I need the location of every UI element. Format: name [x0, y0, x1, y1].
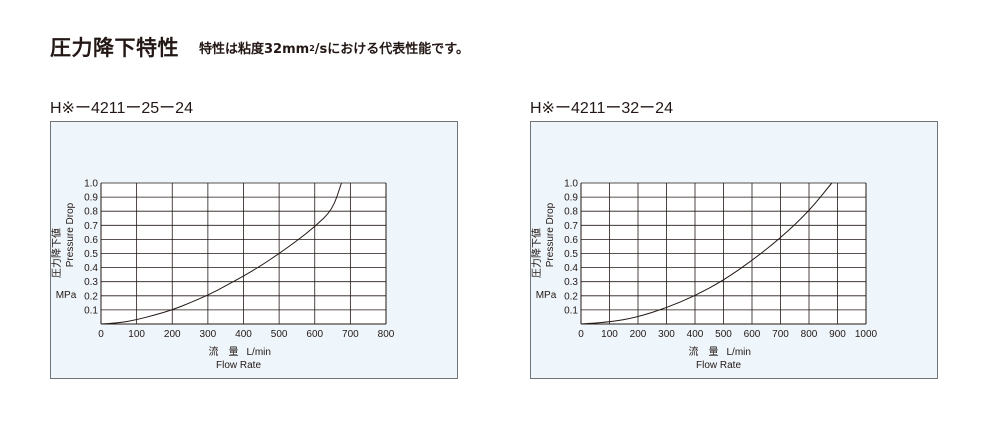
y-tick-label: 0.7 — [84, 221, 98, 232]
chart-2-svg: 0 100 200 300 400 500 600 700 800 900 1000 0.1 0.2 0.… — [530, 179, 878, 372]
y-axis-label-jp: 圧力降下値 — [530, 228, 543, 278]
page-title: 圧力降下特性 — [50, 36, 179, 60]
chart-2-model: H※ー4211ー32ー24 — [530, 100, 673, 117]
x-axis-label-jp: 流 量 — [209, 345, 239, 358]
y-tick-label: 0.5 — [84, 249, 98, 260]
x-tick-label: 200 — [164, 329, 181, 340]
y-axis-label-en: Pressure Drop — [65, 202, 76, 267]
series-line — [100, 182, 342, 325]
x-tick-label: 800 — [801, 329, 818, 340]
viscosity-note: 特性は粘度32mm2/sにおける代表性能です。 — [199, 41, 469, 59]
y-tick-label: 0.8 — [84, 207, 98, 218]
x-tick-label: 400 — [235, 329, 252, 340]
y-tick-label: 1.0 — [564, 179, 578, 190]
x-tick-label: 100 — [128, 329, 145, 340]
x-tick-label: 600 — [306, 329, 323, 340]
y-tick-label: 0.8 — [564, 207, 578, 218]
x-tick-label: 900 — [829, 329, 846, 340]
x-tick-label: 500 — [271, 329, 288, 340]
y-tick-label: 0.3 — [84, 277, 98, 288]
viscosity-note-sup: 2 — [309, 44, 315, 53]
series-line — [580, 182, 833, 325]
x-tick-label: 500 — [715, 329, 732, 340]
y-tick-label: 0.3 — [564, 277, 578, 288]
x-tick-label: 0 — [578, 329, 584, 340]
chart-1-model: H※ー4211ー25ー24 — [50, 100, 193, 117]
x-axis-unit: L/min — [247, 347, 271, 358]
y-tick-label: 0.2 — [84, 291, 98, 302]
y-tick-label: 0.6 — [84, 235, 98, 246]
y-tick-label: 0.5 — [564, 249, 578, 260]
y-axis-unit: MPa — [536, 290, 557, 301]
viscosity-note-tail: /sにおける代表性能です。 — [314, 42, 469, 57]
y-tick-label: 0.7 — [564, 221, 578, 232]
x-axis-label-en: Flow Rate — [696, 360, 741, 371]
y-tick-label: 0.6 — [564, 235, 578, 246]
x-tick-label: 1000 — [855, 329, 878, 340]
x-tick-label: 400 — [687, 329, 704, 340]
x-axis-unit: L/min — [727, 347, 751, 358]
y-tick-label: 0.9 — [564, 193, 578, 204]
y-tick-label: 0.2 — [564, 291, 578, 302]
y-axis-label-jp: 圧力降下値 — [50, 228, 63, 278]
y-tick-label: 0.1 — [84, 305, 98, 316]
x-tick-label: 800 — [378, 329, 395, 340]
x-tick-label: 600 — [744, 329, 761, 340]
chart-1-panel: 0 100 200 300 400 500 600 700 800 0.1 0.2 0.3 0.4 0.5… — [50, 121, 458, 379]
x-tick-label: 300 — [200, 329, 217, 340]
x-tick-label: 200 — [630, 329, 647, 340]
y-tick-label: 1.0 — [84, 179, 98, 190]
y-tick-label: 0.4 — [564, 263, 578, 274]
x-tick-label: 300 — [658, 329, 675, 340]
y-axis-label-en: Pressure Drop — [545, 202, 556, 267]
y-tick-label: 0.1 — [564, 305, 578, 316]
chart-2-panel: 0 100 200 300 400 500 600 700 800 900 1000 0.1 0.2 0.… — [530, 121, 938, 379]
x-axis-label-jp: 流 量 — [689, 345, 719, 358]
y-axis-unit: MPa — [56, 290, 77, 301]
y-tick-label: 0.9 — [84, 193, 98, 204]
x-tick-label: 0 — [98, 329, 104, 340]
y-tick-label: 0.4 — [84, 263, 98, 274]
x-tick-label: 700 — [342, 329, 359, 340]
viscosity-note-text: 特性は粘度32mm — [199, 42, 310, 57]
chart-1-svg: 0 100 200 300 400 500 600 700 800 0.1 0.2 0.3 0.4 0.5… — [50, 179, 395, 372]
x-axis-label-en: Flow Rate — [216, 360, 261, 371]
x-tick-label: 700 — [772, 329, 789, 340]
x-tick-label: 100 — [601, 329, 618, 340]
